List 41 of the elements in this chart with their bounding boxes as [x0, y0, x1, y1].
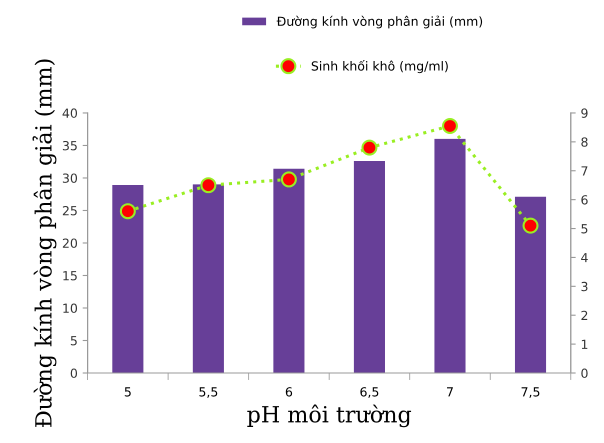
y-tick-label: 0 [70, 368, 78, 378]
bar [514, 196, 548, 374]
y-tick-label: 30 [62, 173, 78, 183]
point [200, 177, 216, 194]
y-tick-label: 20 [62, 238, 78, 248]
x-tick-label: 5 [124, 387, 131, 397]
point [120, 203, 136, 220]
x-tick-label: 6,5 [360, 387, 378, 398]
point [361, 140, 378, 156]
y2-tick-label: 3 [581, 282, 588, 292]
y2-tick-label: 5 [581, 224, 588, 234]
y2-tick-label: 0 [581, 368, 588, 378]
y-tick-label: 35 [62, 140, 77, 150]
x-tick-label: 5,5 [199, 387, 218, 398]
point [280, 171, 297, 188]
y2-tick-label: 9 [581, 108, 588, 118]
y-tick-label: 15 [63, 271, 77, 280]
bar [192, 183, 226, 374]
y-tick-label: 10 [63, 303, 78, 313]
point [442, 118, 458, 134]
bar [272, 168, 306, 374]
y2-tick-label: 1 [582, 340, 588, 349]
legend-label: Đường kính vòng phân giải (mm) [276, 16, 482, 28]
y2-tick-label: 7 [582, 166, 588, 176]
bar [352, 160, 386, 374]
y-tick-label: 25 [62, 206, 77, 216]
y2-tick-label: 2 [581, 310, 588, 320]
x-tick-label: 6 [286, 387, 292, 397]
y-tick-label: 40 [62, 108, 78, 118]
bar [111, 184, 145, 374]
x-tick-label: 7 [447, 387, 453, 396]
x-axis-title: pH môi trường [247, 404, 412, 428]
legend-label: Sinh khối khô (mg/ml) [312, 60, 448, 74]
y2-tick-label: 6 [581, 195, 588, 205]
point [522, 218, 539, 234]
y2-tick-label: 4 [581, 253, 588, 262]
y2-tick-label: 8 [581, 137, 588, 147]
y-axis-title: Đường kính vòng phân giải (mm) [32, 60, 56, 427]
bar [433, 138, 467, 374]
y-tick-label: 5 [70, 336, 77, 346]
x-tick-label: 7,5 [522, 387, 540, 398]
